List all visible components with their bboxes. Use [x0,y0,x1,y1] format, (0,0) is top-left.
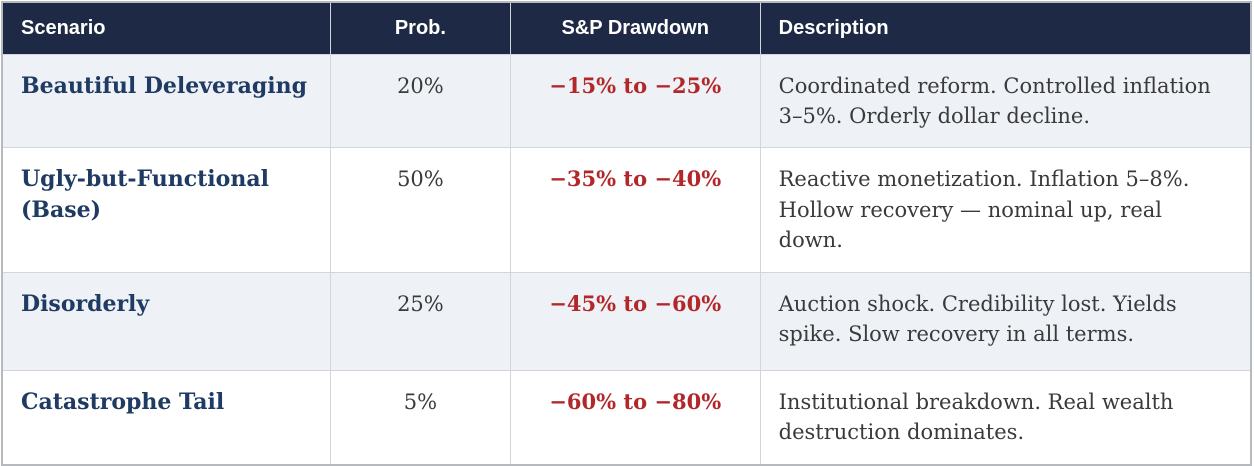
column-header-prob: Prob. [329,1,511,55]
probability-cell: 20% [329,53,511,149]
scenario-cell: Disorderly [1,271,331,371]
scenario-cell: Ugly-but-Functional (Base) [1,147,331,273]
description-cell: Institutional breakdown. Real wealth des… [759,369,1252,466]
scenario-cell: Catastrophe Tail [1,369,331,466]
probability-cell: 5% [329,369,511,466]
header-row: Scenario Prob. S&P Drawdown Description [1,1,1252,55]
probability-cell: 50% [329,147,511,273]
column-header-scenario: Scenario [1,1,331,55]
description-cell: Coordinated reform. Controlled inflation… [759,53,1252,149]
table-row-disorderly: Disorderly 25% −45% to −60% Auction shoc… [1,271,1252,371]
description-cell: Auction shock. Credibility lost. Yields … [759,271,1252,371]
table-row-ugly-but-functional: Ugly-but-Functional (Base) 50% −35% to −… [1,147,1252,273]
drawdown-cell: −15% to −25% [509,53,761,149]
column-header-drawdown: S&P Drawdown [509,1,761,55]
table-row-beautiful-deleveraging: Beautiful Deleveraging 20% −15% to −25% … [1,53,1252,149]
drawdown-cell: −60% to −80% [509,369,761,466]
probability-cell: 25% [329,271,511,371]
description-cell: Reactive monetization. Inflation 5–8%. H… [759,147,1252,273]
column-header-description: Description [759,1,1252,55]
scenario-cell: Beautiful Deleveraging [1,53,331,149]
drawdown-cell: −45% to −60% [509,271,761,371]
drawdown-cell: −35% to −40% [509,147,761,273]
table-row-catastrophe-tail: Catastrophe Tail 5% −60% to −80% Institu… [1,369,1252,466]
